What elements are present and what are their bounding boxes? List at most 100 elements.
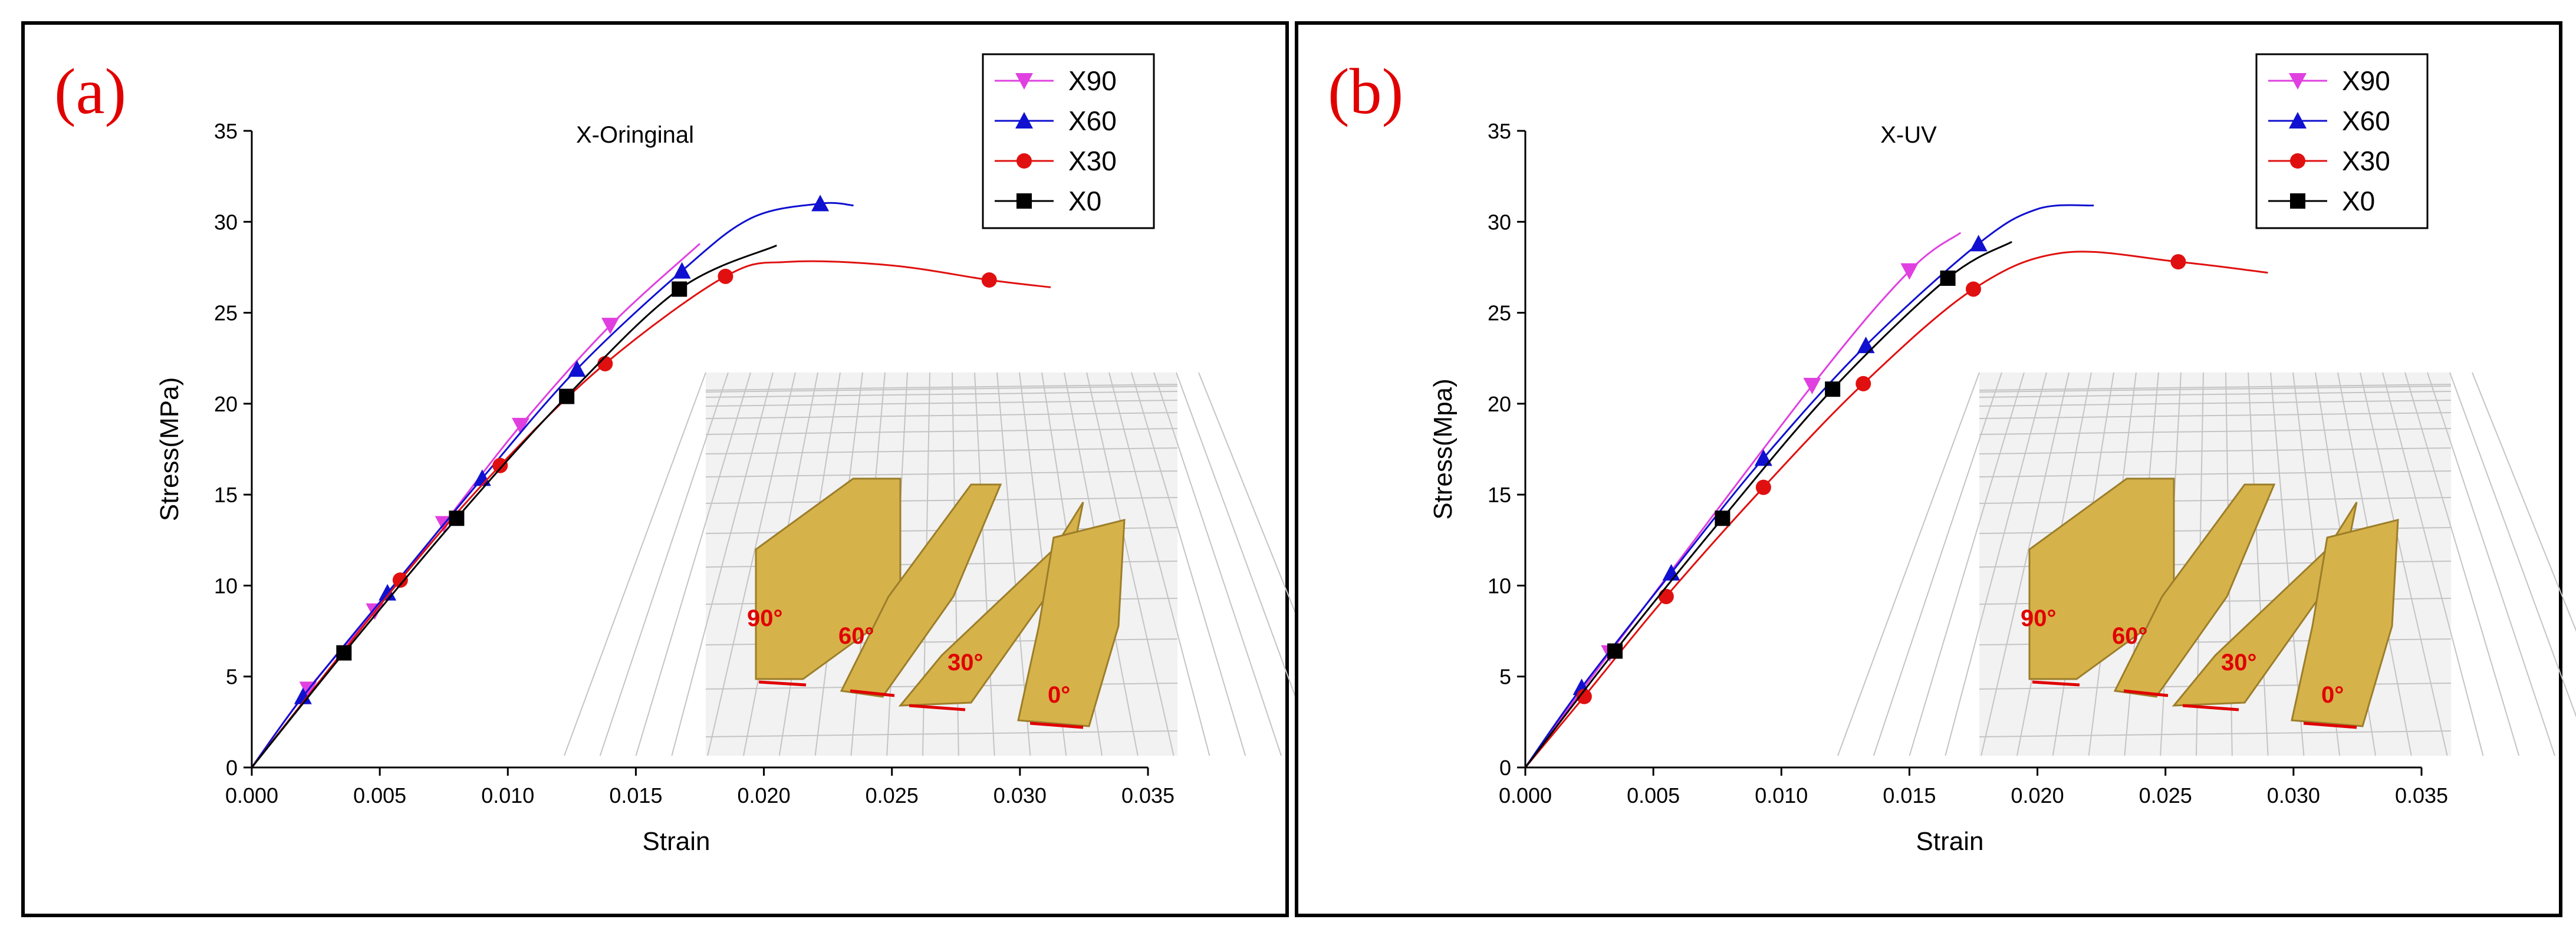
inset-grid-line: [707, 372, 796, 756]
legend-label: X60: [1068, 106, 1117, 136]
series-x90: [1524, 232, 1962, 768]
series-line: [1524, 240, 2012, 768]
inset-angle-label: 90°: [2021, 605, 2057, 631]
y-tick-label: 20: [1488, 392, 1511, 416]
legend: X90 X60 X30 X0: [982, 53, 1155, 229]
inset-grid-line: [705, 384, 1178, 391]
y-tick-label: 5: [1499, 665, 1511, 689]
legend-marker: [1016, 153, 1032, 169]
data-point: [1715, 510, 1731, 526]
x-tick-label: 0.000: [225, 783, 278, 808]
inset-grid-line: [705, 386, 1178, 393]
inset-grid-line: [1979, 384, 2452, 391]
inset-grid-line: [1980, 372, 2070, 756]
orientation-arrow: [2032, 680, 2080, 687]
data-point: [1825, 381, 1841, 397]
panel-label: (a): [54, 55, 127, 127]
legend-marker: [1015, 112, 1033, 129]
panel-b: (b) 90° 60° 30° 0° 0.000 0.005 0.010 0.015 0.020…: [1295, 21, 2576, 917]
data-point: [1576, 688, 1592, 704]
data-point: [1855, 375, 1871, 391]
inset-grid-line: [1979, 470, 2452, 477]
x-tick-label: 0.025: [2139, 783, 2192, 808]
orientation-arrow: [758, 680, 807, 687]
y-tick-label: 0: [226, 756, 238, 780]
y-tick-label: 20: [214, 392, 238, 416]
x-tick-label: 0.035: [1121, 783, 1175, 808]
inset-angle-label: 60°: [2112, 623, 2148, 649]
data-point: [568, 360, 586, 377]
inset-grid-line: [705, 497, 1178, 504]
inset-grid-line: [1979, 412, 2452, 419]
series-line: [251, 202, 854, 768]
legend-marker: [2289, 73, 2307, 90]
inset-image: 90° 60° 30° 0°: [1837, 372, 2576, 756]
legend-marker: [1015, 73, 1033, 90]
chart-title: X-Oringinal: [576, 122, 694, 148]
x-tick-label: 0.020: [2011, 783, 2064, 808]
specimen-bar: [2113, 483, 2276, 698]
data-point: [1754, 449, 1772, 466]
specimen-bar: [2028, 477, 2175, 680]
y-tick-label: 15: [1488, 483, 1511, 507]
inset-grid-line: [635, 372, 751, 756]
inset-angle-label: 90°: [747, 605, 783, 631]
inset-grid-line: [1979, 447, 2452, 454]
inset-grid-line: [1979, 428, 2452, 435]
data-point: [1966, 281, 1981, 297]
inset-grid-line: [1979, 400, 2452, 407]
data-point: [1940, 270, 1956, 286]
y-tick-label: 15: [214, 483, 238, 507]
inset-grid-line: [2449, 372, 2576, 718]
data-point: [473, 469, 491, 486]
series-line: [1524, 232, 1962, 768]
inset-grid-line: [599, 372, 729, 756]
data-point: [336, 645, 352, 661]
legend-marker: [2290, 153, 2305, 169]
inset-grid-line: [1979, 391, 2452, 398]
legend-marker: [1016, 193, 1032, 209]
series-line: [1524, 204, 2094, 768]
data-point: [294, 687, 312, 704]
specimen-bar: [2172, 502, 2358, 707]
inset-grid-line: [1873, 372, 2002, 756]
series-x30: [251, 260, 1051, 768]
orientation-arrow: [2182, 704, 2239, 711]
y-tick-label: 10: [214, 574, 238, 598]
inset-grid-line: [671, 372, 774, 756]
inset-angle-label: 60°: [838, 623, 874, 649]
inset-grid-line: [1979, 497, 2452, 504]
inset-grid-line: [705, 447, 1178, 454]
inset-grid-line: [564, 372, 706, 756]
panel-a: (a) 90° 60° 30° 0° 0.000 0.005 0.010 0.015 0.020…: [21, 21, 1354, 917]
inset-angle-label: 30°: [2221, 650, 2257, 676]
data-point: [2170, 254, 2186, 270]
orientation-arrow: [2123, 689, 2169, 697]
inset-grid-line: [1108, 372, 1210, 756]
x-tick-label: 0.030: [993, 783, 1047, 808]
inset-grid-line: [1945, 372, 2047, 756]
y-tick-label: 30: [214, 210, 238, 234]
x-axis-label: Strain: [1916, 827, 1984, 856]
inset-grid-line: [705, 428, 1178, 435]
chart-a: 90° 60° 30° 0° 0.000 0.005 0.010 0.015 0.020 0.02…: [155, 53, 1354, 856]
y-tick-label: 35: [214, 119, 238, 143]
inset-grid-line: [1909, 372, 2025, 756]
x-tick-label: 0.005: [1627, 783, 1680, 808]
y-axis-label: Stress(Mpa): [1429, 378, 1458, 520]
legend-label: X30: [2342, 146, 2390, 176]
x-tick-label: 0.015: [609, 783, 662, 808]
series-line: [251, 243, 701, 768]
data-point: [379, 584, 397, 601]
x-tick-label: 0.005: [353, 783, 406, 808]
data-point: [597, 355, 613, 371]
data-point: [512, 417, 529, 434]
data-point: [1658, 588, 1674, 604]
inset-grid-line: [705, 470, 1178, 477]
inset-angle-label: 0°: [1048, 682, 1070, 708]
inset-grid-line: [2248, 372, 2269, 756]
data-point: [672, 281, 687, 297]
inset-angle-label: 0°: [2321, 682, 2344, 708]
inset-grid-line: [2382, 372, 2484, 756]
data-point: [1755, 479, 1771, 495]
